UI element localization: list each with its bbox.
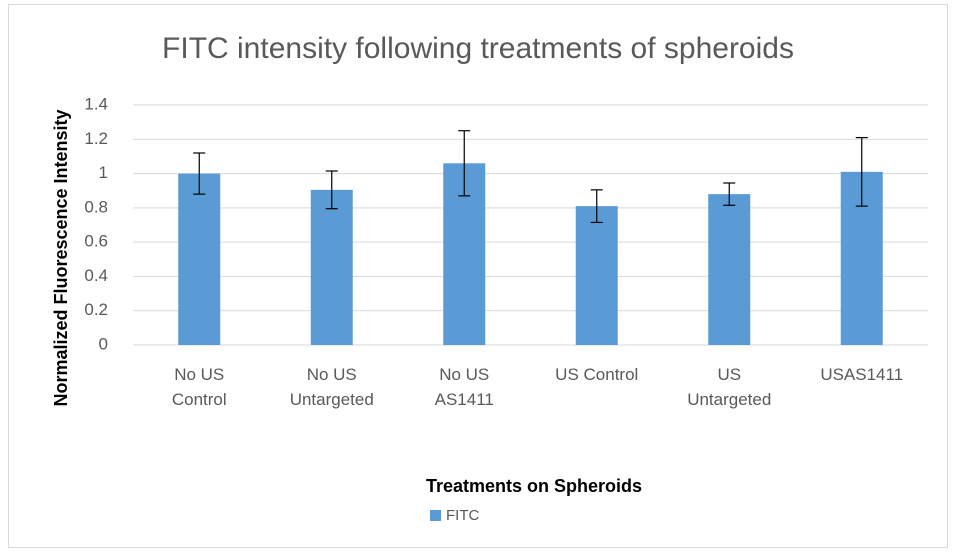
bar xyxy=(310,189,353,345)
chart-title: FITC intensity following treatments of s… xyxy=(162,32,794,65)
y-tick-label: 0.8 xyxy=(84,197,108,216)
error-bar xyxy=(723,182,736,206)
x-tick-label: No US Control xyxy=(171,365,227,409)
y-tick-label: 0.6 xyxy=(84,232,108,251)
x-tick-label: No US AS1411 xyxy=(434,365,494,409)
legend-swatch xyxy=(430,510,441,521)
bar xyxy=(178,173,221,345)
y-tick-label: 0 xyxy=(99,334,108,353)
x-tick-label: No US Untargeted xyxy=(289,365,374,409)
bar xyxy=(575,206,618,345)
error-bar xyxy=(193,152,206,195)
x-tick-label: USAS1411 xyxy=(820,365,904,384)
error-bar xyxy=(325,170,338,210)
y-tick-label: 0.2 xyxy=(84,300,108,319)
error-bar xyxy=(590,189,603,224)
y-tick-label: 1.2 xyxy=(84,129,108,148)
legend-label: FITC xyxy=(446,507,479,524)
x-tick-label: US Untargeted xyxy=(687,365,772,409)
y-tick-label: 0.4 xyxy=(84,266,108,285)
bar xyxy=(708,194,751,345)
error-bar xyxy=(855,136,868,207)
y-tick-label: 1.4 xyxy=(84,94,108,113)
x-axis-title: Treatments on Spheroids xyxy=(426,476,642,496)
error-bar xyxy=(458,130,471,197)
x-tick-label: US Control xyxy=(555,365,639,384)
y-axis-title: Normalized Fluorescence Intensity xyxy=(51,109,71,406)
y-tick-label: 1 xyxy=(99,163,108,182)
